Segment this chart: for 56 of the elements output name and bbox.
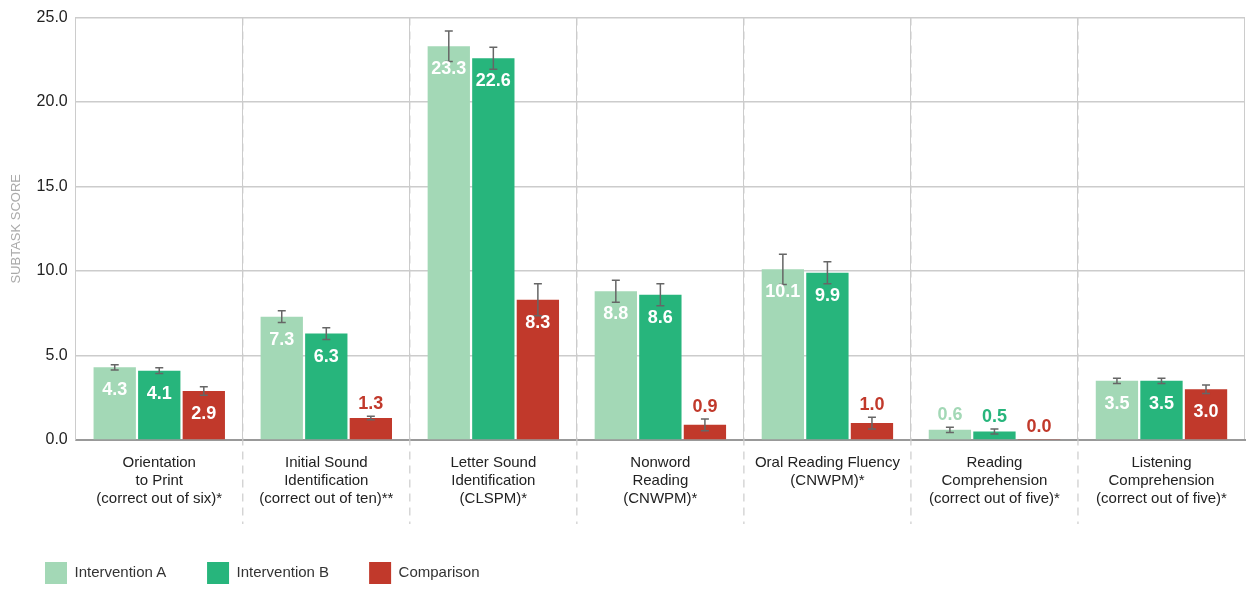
data-label: 0.6 bbox=[937, 404, 963, 425]
bar bbox=[260, 316, 303, 440]
bar bbox=[806, 272, 849, 440]
data-label: 9.9 bbox=[814, 284, 840, 305]
data-label: 8.8 bbox=[603, 303, 629, 324]
bar bbox=[93, 367, 136, 440]
data-label: 1.0 bbox=[859, 394, 885, 415]
x-tick-label: Initial Sound Identification (correct out of ten)** bbox=[259, 453, 394, 507]
y-axis-title: SUBTASK SCORE bbox=[8, 173, 24, 284]
data-label: 6.3 bbox=[313, 345, 339, 366]
data-label: 0.9 bbox=[692, 395, 718, 416]
y-tick-label: 5.0 bbox=[45, 345, 68, 363]
bar bbox=[305, 333, 348, 440]
y-tick-label: 25.0 bbox=[36, 8, 68, 26]
legend-label: Intervention A bbox=[74, 563, 167, 581]
data-label: 7.3 bbox=[269, 328, 295, 349]
legend-label: Intervention B bbox=[236, 563, 330, 581]
legend-label: Comparison bbox=[398, 563, 480, 581]
x-tick-label: Reading Comprehension (correct out of five)* bbox=[929, 453, 1061, 507]
data-label: 4.3 bbox=[102, 379, 128, 400]
data-label: 2.9 bbox=[191, 402, 217, 423]
y-tick-label: 15.0 bbox=[36, 176, 68, 194]
data-label: 22.6 bbox=[475, 70, 511, 91]
data-label: 8.3 bbox=[525, 311, 551, 332]
bar bbox=[472, 58, 515, 440]
x-tick-label: Oral Reading Fluency (CNWPM)* bbox=[754, 453, 901, 489]
y-tick-label: 20.0 bbox=[36, 92, 68, 110]
data-label: 0.5 bbox=[981, 405, 1007, 426]
bar bbox=[1184, 389, 1228, 440]
x-tick-label: Nonword Reading (CNWPM)* bbox=[623, 453, 698, 507]
bar bbox=[1140, 380, 1183, 440]
data-label: 23.3 bbox=[431, 58, 467, 79]
bar bbox=[594, 291, 637, 440]
y-tick-label: 10.0 bbox=[36, 261, 68, 279]
data-label: 0.0 bbox=[1026, 415, 1052, 436]
bar bbox=[1095, 380, 1139, 440]
bar bbox=[683, 424, 727, 440]
data-label: 1.3 bbox=[358, 393, 384, 414]
bar bbox=[349, 418, 392, 440]
data-label: 10.1 bbox=[765, 281, 801, 302]
data-label: 3.5 bbox=[1104, 392, 1130, 413]
x-tick-label: Orientation to Print (correct out of six)* bbox=[96, 453, 223, 507]
data-label: 4.1 bbox=[146, 382, 172, 403]
bar bbox=[138, 370, 181, 440]
data-label: 3.0 bbox=[1193, 401, 1219, 422]
bar bbox=[427, 46, 470, 440]
bar bbox=[850, 423, 894, 440]
bar bbox=[516, 299, 560, 440]
y-tick-label: 0.0 bbox=[45, 430, 68, 448]
bar bbox=[928, 429, 972, 440]
x-tick-label: Letter Sound Identification (CLSPM)* bbox=[450, 453, 537, 507]
bar bbox=[639, 294, 682, 440]
data-label: 3.5 bbox=[1148, 392, 1174, 413]
data-label: 8.6 bbox=[647, 306, 673, 327]
x-tick-label: Listening Comprehension (correct out of five)* bbox=[1096, 453, 1228, 507]
bar bbox=[761, 269, 805, 440]
